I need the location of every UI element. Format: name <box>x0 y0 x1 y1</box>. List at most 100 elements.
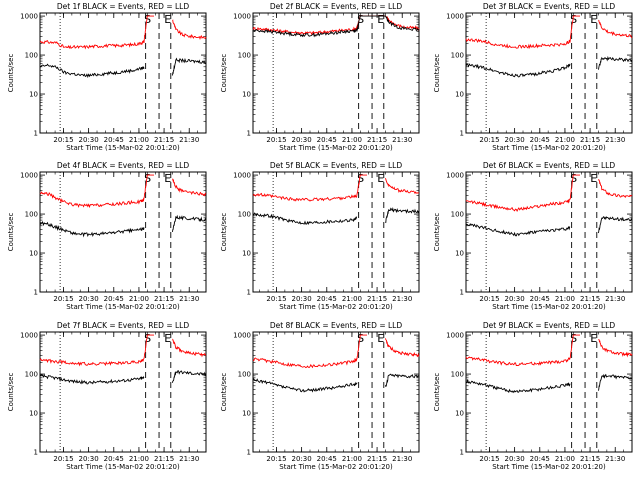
x-axis-label: Start Time (15-Mar-02 20:01:20) <box>66 144 180 152</box>
plot-frame <box>465 331 633 453</box>
y-axis-label: Counts/sec <box>7 213 15 252</box>
panel-det-9: Det 9f BLACK = Events, RED = LLD 1 10 100 10… <box>433 321 633 471</box>
y-tick-label: 1000 <box>20 332 38 340</box>
y-tick-label: 10 <box>242 91 251 99</box>
x-axis-label: Start Time (15-Mar-02 20:01:20) <box>279 144 393 152</box>
y-tick-label: 1 <box>460 130 464 138</box>
panel-det-3: Det 3f BLACK = Events, RED = LLD 1 10 100 10… <box>433 2 633 152</box>
panel-title: Det 3f BLACK = Events, RED = LLD <box>483 2 616 11</box>
x-tick-label: 21:00 <box>555 295 575 303</box>
flag-S: S <box>144 172 151 185</box>
x-tick-label: 20:45 <box>530 295 550 303</box>
x-tick-label: 21:15 <box>154 295 174 303</box>
x-tick-label: 21:30 <box>605 295 625 303</box>
plot-frame <box>39 12 207 134</box>
y-tick-label: 10 <box>242 250 251 258</box>
flag-S: S <box>570 332 577 345</box>
plot-frame <box>252 12 420 134</box>
x-tick-label: 21:15 <box>580 295 600 303</box>
y-tick-label: 1000 <box>20 13 38 21</box>
x-tick-label: 20:30 <box>292 455 312 463</box>
x-tick-label: 20:45 <box>104 295 124 303</box>
x-tick-label: 21:15 <box>154 136 174 144</box>
plot-frame <box>252 171 420 293</box>
x-axis-label: Start Time (15-Mar-02 20:01:20) <box>492 303 606 311</box>
flag-E: E <box>377 172 384 185</box>
y-tick-label: 100 <box>451 211 464 219</box>
y-tick-label: 100 <box>25 371 38 379</box>
x-tick-label: 21:30 <box>179 295 199 303</box>
x-tick-label: 21:00 <box>342 295 362 303</box>
y-tick-label: 1 <box>34 449 38 457</box>
series-black-events <box>252 206 420 226</box>
series-black-events <box>465 215 633 237</box>
y-tick-label: 1000 <box>233 332 251 340</box>
x-tick-label: 20:15 <box>266 295 286 303</box>
x-tick-label: 21:00 <box>555 455 575 463</box>
x-tick-label: 20:45 <box>317 295 337 303</box>
x-tick-label: 21:15 <box>580 136 600 144</box>
series-red-lld <box>465 174 633 212</box>
y-tick-label: 1000 <box>20 172 38 180</box>
x-axis-label: Start Time (15-Mar-02 20:01:20) <box>492 144 606 152</box>
y-tick-label: 1 <box>247 289 251 297</box>
series-black-events <box>39 214 206 238</box>
plot-frame <box>39 331 207 453</box>
flag-S: S <box>570 172 577 185</box>
series-black-events <box>465 55 633 78</box>
series-red-lld <box>252 334 420 369</box>
y-tick-label: 1000 <box>233 13 251 21</box>
flag-E: E <box>164 13 171 26</box>
y-tick-label: 1 <box>34 289 38 297</box>
y-axis-label: Counts/sec <box>433 213 441 252</box>
x-tick-label: 21:15 <box>580 455 600 463</box>
x-tick-label: 20:15 <box>266 136 286 144</box>
x-axis-label: Start Time (15-Mar-02 20:01:20) <box>492 463 606 471</box>
x-tick-label: 21:15 <box>154 455 174 463</box>
x-tick-label: 21:15 <box>367 295 387 303</box>
series-black-events <box>252 15 420 38</box>
flag-E: E <box>590 172 597 185</box>
panel-title: Det 7f BLACK = Events, RED = LLD <box>57 321 190 330</box>
x-tick-label: 21:15 <box>367 136 387 144</box>
y-tick-label: 1000 <box>233 172 251 180</box>
x-tick-label: 21:00 <box>129 295 149 303</box>
panel-title: Det 1f BLACK = Events, RED = LLD <box>57 2 190 11</box>
series-red-lld <box>465 15 633 50</box>
flag-E: E <box>377 332 384 345</box>
x-tick-label: 21:00 <box>129 136 149 144</box>
series-black-events <box>39 370 207 385</box>
x-tick-label: 20:15 <box>479 295 499 303</box>
y-tick-label: 100 <box>451 52 464 60</box>
x-tick-label: 21:00 <box>342 136 362 144</box>
flag-E: E <box>590 332 597 345</box>
x-tick-label: 21:00 <box>342 455 362 463</box>
series-red-lld <box>465 334 633 366</box>
x-tick-label: 20:45 <box>104 455 124 463</box>
flag-S: S <box>144 332 151 345</box>
x-tick-label: 21:30 <box>392 455 412 463</box>
panel-title: Det 6f BLACK = Events, RED = LLD <box>483 161 616 170</box>
series-red-lld <box>252 15 420 36</box>
x-tick-label: 21:30 <box>605 136 625 144</box>
panel-det-5: Det 5f BLACK = Events, RED = LLD 1 10 100 10… <box>220 161 420 311</box>
flag-E: E <box>590 13 597 26</box>
x-tick-label: 20:45 <box>530 136 550 144</box>
x-tick-label: 21:00 <box>129 455 149 463</box>
panel-det-2: Det 2f BLACK = Events, RED = LLD 1 10 100 10… <box>220 2 420 152</box>
y-tick-label: 100 <box>25 211 38 219</box>
x-tick-label: 21:30 <box>392 295 412 303</box>
x-tick-label: 21:30 <box>605 455 625 463</box>
x-axis-label: Start Time (15-Mar-02 20:01:20) <box>66 303 180 311</box>
x-tick-label: 20:15 <box>53 295 73 303</box>
series-red-lld <box>252 174 420 202</box>
y-tick-label: 10 <box>242 410 251 418</box>
panel-title: Det 4f BLACK = Events, RED = LLD <box>57 161 190 170</box>
y-tick-label: 100 <box>238 52 251 60</box>
y-tick-label: 1 <box>460 289 464 297</box>
x-tick-label: 20:15 <box>266 455 286 463</box>
y-tick-label: 100 <box>25 52 38 60</box>
y-axis-label: Counts/sec <box>220 54 228 93</box>
x-tick-label: 20:15 <box>53 136 73 144</box>
